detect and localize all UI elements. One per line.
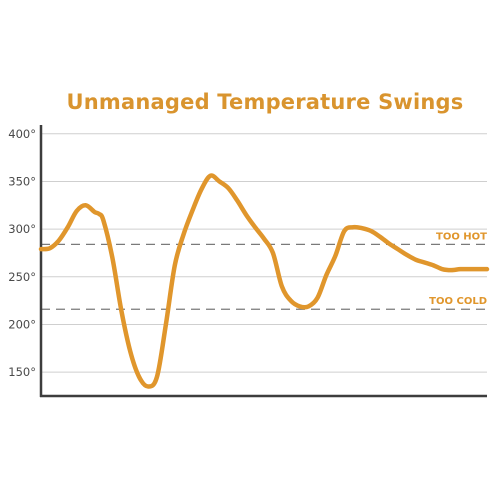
y-tick-label: 300° bbox=[8, 222, 36, 236]
data-point bbox=[57, 239, 61, 243]
threshold-label: TOO HOT bbox=[436, 231, 487, 242]
data-point bbox=[423, 261, 427, 265]
data-point bbox=[119, 308, 123, 312]
gridlines bbox=[41, 133, 487, 373]
data-point bbox=[396, 247, 400, 251]
data-point bbox=[146, 384, 150, 388]
data-point bbox=[467, 267, 471, 271]
y-tick-label: 350° bbox=[8, 174, 36, 188]
data-point bbox=[298, 304, 302, 308]
data-point bbox=[182, 232, 186, 236]
data-point bbox=[387, 241, 391, 245]
data-point bbox=[351, 225, 355, 229]
data-point bbox=[253, 225, 257, 229]
data-point bbox=[458, 267, 462, 271]
data-point bbox=[101, 219, 105, 223]
data-point bbox=[333, 254, 337, 258]
series-line-temperature bbox=[38, 173, 490, 389]
data-point bbox=[97, 212, 101, 216]
data-point bbox=[244, 213, 248, 217]
data-point bbox=[155, 375, 159, 379]
data-point bbox=[128, 349, 132, 353]
data-point bbox=[271, 251, 275, 255]
data-point bbox=[360, 226, 364, 230]
data-point bbox=[235, 199, 239, 203]
data-point bbox=[173, 263, 177, 267]
data-point bbox=[431, 263, 435, 267]
data-point bbox=[200, 187, 204, 191]
axes bbox=[39, 125, 487, 398]
data-point bbox=[316, 296, 320, 300]
data-point bbox=[485, 267, 489, 271]
y-tick-label: 400° bbox=[8, 127, 36, 141]
data-point bbox=[369, 229, 373, 233]
series-layer bbox=[38, 173, 490, 389]
data-point bbox=[378, 235, 382, 239]
data-point bbox=[84, 203, 88, 207]
data-point bbox=[191, 208, 195, 212]
data-point bbox=[405, 253, 409, 257]
data-point bbox=[307, 304, 311, 308]
y-tick-label: 200° bbox=[8, 317, 36, 331]
data-point bbox=[226, 186, 230, 190]
data-point bbox=[262, 237, 266, 241]
data-point bbox=[93, 210, 97, 214]
data-point bbox=[208, 174, 212, 178]
data-point bbox=[66, 225, 70, 229]
data-point bbox=[39, 247, 43, 251]
chart-title: Unmanaged Temperature Swings bbox=[66, 90, 464, 114]
threshold-lines: TOO HOT TOO COLD bbox=[41, 231, 487, 310]
y-tick-label: 150° bbox=[8, 365, 36, 379]
data-point bbox=[342, 229, 346, 233]
data-point bbox=[476, 267, 480, 271]
threshold-label: TOO COLD bbox=[429, 296, 487, 307]
y-tick-labels: 150° 200° 250° 300° 350° 400° bbox=[8, 127, 36, 379]
data-point bbox=[324, 273, 328, 277]
data-point bbox=[164, 322, 168, 326]
data-point bbox=[289, 299, 293, 303]
data-point bbox=[75, 209, 79, 213]
data-point bbox=[280, 284, 284, 288]
data-point bbox=[217, 179, 221, 183]
data-point bbox=[48, 246, 52, 250]
data-point bbox=[110, 256, 114, 260]
y-tick-label: 250° bbox=[8, 270, 36, 284]
data-point bbox=[440, 267, 444, 271]
data-point bbox=[137, 375, 141, 379]
data-point bbox=[414, 258, 418, 262]
data-point bbox=[449, 268, 453, 272]
